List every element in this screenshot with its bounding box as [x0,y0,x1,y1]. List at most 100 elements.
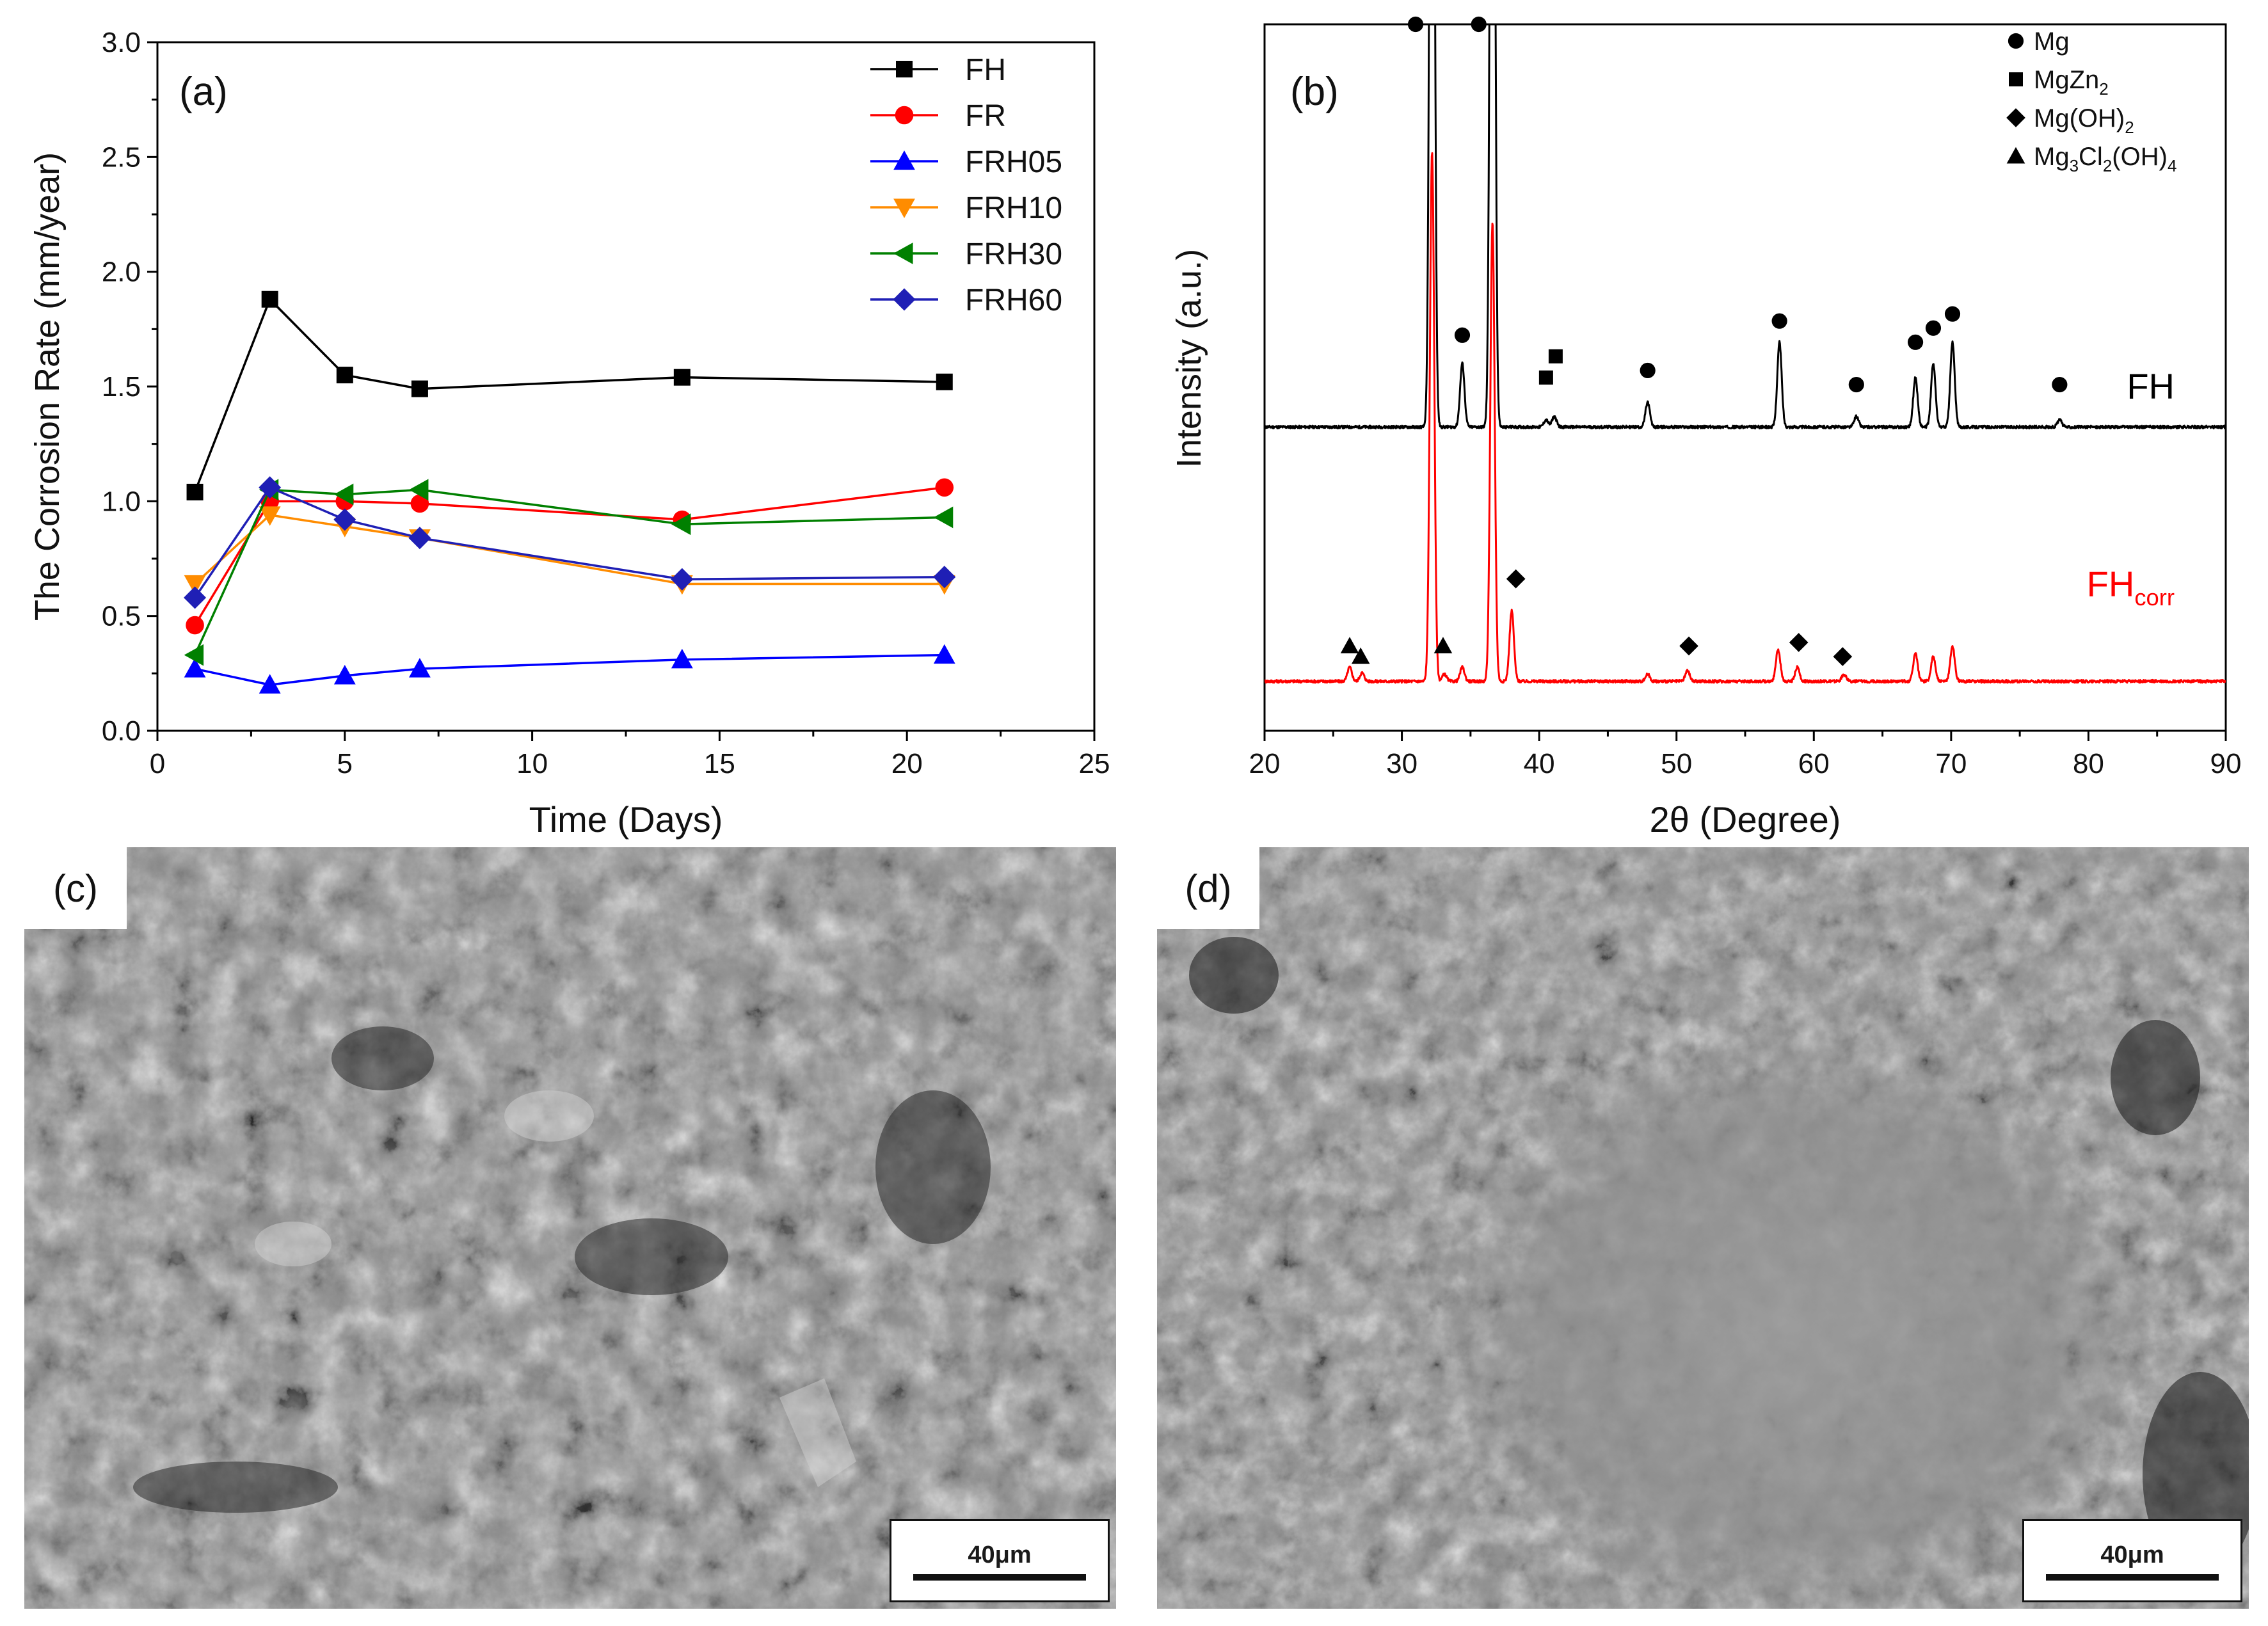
data-point-frh30 [184,644,204,666]
data-point-fh [411,380,428,397]
series-label-fhcorr: FHcorr [2087,564,2175,610]
y-tick-label-a: 2.5 [102,141,141,173]
legend-label-b: Mg3Cl2(OH)4 [2034,143,2176,175]
series-label-fh: FH [2127,366,2175,406]
phase-marker-diamond [1789,633,1809,652]
phase-marker-diamond [1679,636,1698,656]
series-line-frh60 [194,486,945,598]
legend-label-frh60: FRH60 [965,283,1062,317]
legend-label-fh: FH [965,53,1006,87]
x-tick-label-b: 50 [1661,748,1692,779]
data-point-frh60 [333,508,356,531]
x-tick-label-b: 30 [1386,748,1418,779]
scale-bar-d: 40μm [2022,1519,2242,1602]
sem-image-c: (c) 40μm [24,847,1116,1609]
y-tick-label-a: 3.0 [102,27,141,58]
data-point-frh05 [259,674,281,694]
panel-label-a: (a) [179,70,228,114]
x-tick-label-b: 20 [1249,748,1281,779]
data-point-frh05 [409,658,431,678]
data-point-fr [935,478,954,497]
legend-marker-frh10 [893,198,915,218]
data-point-frh30 [409,479,429,501]
data-point-frh60 [184,586,207,609]
x-tick-label-b: 90 [2210,748,2242,779]
legend-marker-fr [895,106,914,125]
phase-marker-circle [1471,16,1487,33]
scale-bar-label-c: 40μm [968,1541,1032,1568]
legend-a: FH FR FRH05 FRH10 FRH30 FRH60 [870,53,1062,317]
x-tick-label-b: 40 [1524,748,1555,779]
phase-marker-circle [1771,313,1787,329]
legend-label-frh30: FRH30 [965,237,1062,271]
sem-image-d: (d) 40μm [1157,847,2249,1609]
data-point-fh [673,369,691,386]
data-point-frh05 [933,644,955,664]
legend-label-frh05: FRH05 [965,145,1062,179]
x-axis-title-a: Time (Days) [529,799,723,840]
data-point-frh10 [184,575,206,595]
plot-frame-a [156,41,1096,732]
phase-marker-square [1548,349,1563,363]
legend-b: Mg MgZn2 Mg(OH)2 Mg3Cl2(OH)4 [2006,28,2176,175]
x-tick-label-b: 80 [2073,748,2104,779]
panel-b-chart: 20 30 40 50 60 70 80 90 FH FHcorr Mg MgZn2 Mg(OH)2… [1170,16,2242,840]
legend-marker-b-circle [2008,33,2024,49]
phase-marker-circle [1925,320,1942,336]
legend-label-frh10: FRH10 [965,191,1062,225]
data-point-frh60 [933,566,956,589]
series-line-fr [194,486,945,626]
legend-label-fr: FR [965,99,1006,133]
data-point-fh [261,291,278,308]
data-point-fh [336,367,353,384]
y-tick-label-a: 0.0 [102,715,141,747]
phase-marker-diamond [1833,647,1853,666]
data-point-fr [410,494,429,513]
legend-marker-fh [896,61,913,77]
legend-marker-frh60 [893,288,916,311]
sem-micrograph-d [1157,847,2249,1609]
panel-label-c: (c) [24,847,127,929]
axes-b: 20 30 40 50 60 70 80 90 [1249,731,2242,779]
phase-marker-triangle-up [1351,647,1370,664]
series-b: FH FHcorr [1265,16,2226,684]
data-point-frh30 [671,513,691,536]
legend-label-b: Mg [2034,28,2070,56]
scale-bar-label-d: 40μm [2100,1541,2164,1568]
data-point-fh [936,373,953,390]
panel-a-chart: 0 5 10 15 20 25 0.0 0.5 1.0 1.5 2.0 2.5 3.0 FH FR FRH0… [28,27,1110,840]
legend-marker-b-triangle-up [2006,147,2025,164]
data-point-frh05 [184,658,206,678]
series-line-frh30 [193,488,945,656]
scale-bar-line-c [913,1574,1086,1581]
x-tick-label-a: 10 [516,748,548,779]
axes-a: 0 5 10 15 20 25 0.0 0.5 1.0 1.5 2.0 2.5 3.0 [102,27,1110,779]
data-point-frh60 [259,476,282,499]
phase-marker-circle [2052,376,2068,393]
y-axis-title-b: Intensity (a.u.) [1170,249,1208,468]
data-point-frh30 [933,506,954,529]
data-point-frh60 [408,527,431,550]
phase-marker-circle [1907,334,1924,350]
series-a [184,291,956,694]
x-tick-label-b: 70 [1935,748,1967,779]
xrd-pattern-fh [1265,24,2226,429]
phase-marker-circle [1848,376,1864,393]
legend-marker-b-square [2009,72,2023,86]
phase-marker-diamond [1506,569,1526,589]
legend-marker-frh05 [893,150,915,170]
sem-micrograph-c [24,847,1116,1609]
x-tick-label-a: 15 [704,748,735,779]
phase-marker-circle [1454,327,1471,343]
legend-marker-frh30 [893,243,913,264]
x-axis-title-b: 2θ (Degree) [1650,799,1841,840]
phase-marker-circle [1407,16,1424,33]
x-tick-label-a: 5 [337,748,353,779]
series-line-frh05 [195,653,945,687]
data-point-frh60 [671,568,694,591]
data-point-frh05 [333,665,356,685]
legend-label-b: Mg(OH)2 [2034,104,2134,137]
data-point-frh05 [671,648,693,669]
legend-label-b: MgZn2 [2034,66,2109,99]
